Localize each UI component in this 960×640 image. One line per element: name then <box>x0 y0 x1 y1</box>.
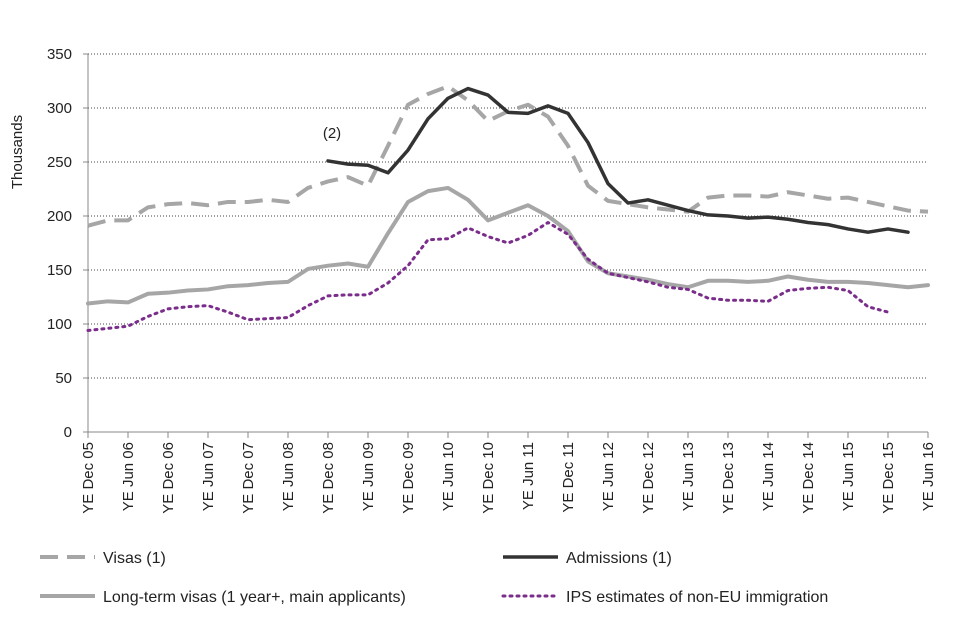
y-tick-labels: 0 50 100 150 200 250 300 350 <box>47 46 72 441</box>
y-tick-label-250: 250 <box>47 154 72 171</box>
series-lines <box>86 84 930 332</box>
legend-item-long-term-visas: Long-term visas (1 year+, main applicant… <box>40 589 406 606</box>
x-tick-label-ye-jun-16: YE Jun 16 <box>920 442 937 511</box>
x-tick-label-ye-dec-11: YE Dec 11 <box>560 442 577 513</box>
series-line-visas-1 <box>87 84 929 228</box>
legend-label-ips-estimates: IPS estimates of non-EU immigration <box>566 589 828 606</box>
y-axis-title: Thousands <box>9 115 26 189</box>
x-tick-label-ye-jun-09: YE Jun 09 <box>360 442 377 511</box>
legend-label-visas: Visas (1) <box>103 550 166 567</box>
x-tick-label-ye-dec-12: YE Dec 12 <box>640 442 657 514</box>
x-tick-label-ye-jun-12: YE Jun 12 <box>600 442 617 511</box>
series-line-long-term-visas-1-year-main-applicants <box>86 185 930 306</box>
annotation-label: (2) <box>323 125 341 142</box>
x-tick-label-ye-dec-13: YE Dec 13 <box>720 442 737 514</box>
x-tick-label-ye-dec-09: YE Dec 09 <box>400 442 417 514</box>
x-tick-label-ye-jun-06: YE Jun 06 <box>120 442 137 511</box>
legend-item-ips-estimates: IPS estimates of non-EU immigration <box>501 589 828 606</box>
x-tick-label-ye-jun-15: YE Jun 15 <box>840 442 857 511</box>
x-tick-label-ye-dec-06: YE Dec 06 <box>160 442 177 514</box>
x-tick-label-ye-jun-11: YE Jun 11 <box>520 442 537 510</box>
legend-item-visas: Visas (1) <box>40 550 166 567</box>
x-tick-label-ye-jun-13: YE Jun 13 <box>680 442 697 511</box>
x-tick-label-ye-jun-10: YE Jun 10 <box>440 442 457 511</box>
y-tick-label-350: 350 <box>47 46 72 63</box>
x-tick-label-ye-dec-05: YE Dec 05 <box>80 442 97 514</box>
y-tick-label-150: 150 <box>47 262 72 279</box>
series-line-admissions-1 <box>326 86 910 234</box>
x-tick-label-ye-jun-07: YE Jun 07 <box>200 442 217 511</box>
x-tick-label-ye-dec-15: YE Dec 15 <box>880 442 897 514</box>
legend-label-admissions: Admissions (1) <box>566 550 672 567</box>
y-tick-label-300: 300 <box>47 100 72 117</box>
x-tick-label-ye-jun-08: YE Jun 08 <box>280 442 297 511</box>
legend: Visas (1) Admissions (1) Long-term visas… <box>40 550 828 606</box>
y-tick-label-50: 50 <box>55 370 72 387</box>
x-tick-label-ye-dec-08: YE Dec 08 <box>320 442 337 514</box>
x-tick-label-ye-dec-10: YE Dec 10 <box>480 442 497 514</box>
x-tick-label-ye-jun-14: YE Jun 14 <box>760 442 777 511</box>
y-tick-label-100: 100 <box>47 316 72 333</box>
x-tick-label-ye-dec-07: YE Dec 07 <box>240 442 257 514</box>
legend-item-admissions: Admissions (1) <box>503 550 672 567</box>
x-tick-label-ye-dec-14: YE Dec 14 <box>800 442 817 514</box>
axes <box>83 53 929 438</box>
y-tick-label-0: 0 <box>64 424 72 441</box>
gridlines <box>88 53 928 379</box>
legend-label-long-term-visas: Long-term visas (1 year+, main applicant… <box>103 589 406 606</box>
y-tick-label-200: 200 <box>47 208 72 225</box>
series-line-ips-estimates-of-non-eu-immigration <box>86 220 890 332</box>
x-tick-labels: YE Dec 05 YE Jun 06 YE Dec 06 YE Jun 07 YE D… <box>80 442 937 514</box>
